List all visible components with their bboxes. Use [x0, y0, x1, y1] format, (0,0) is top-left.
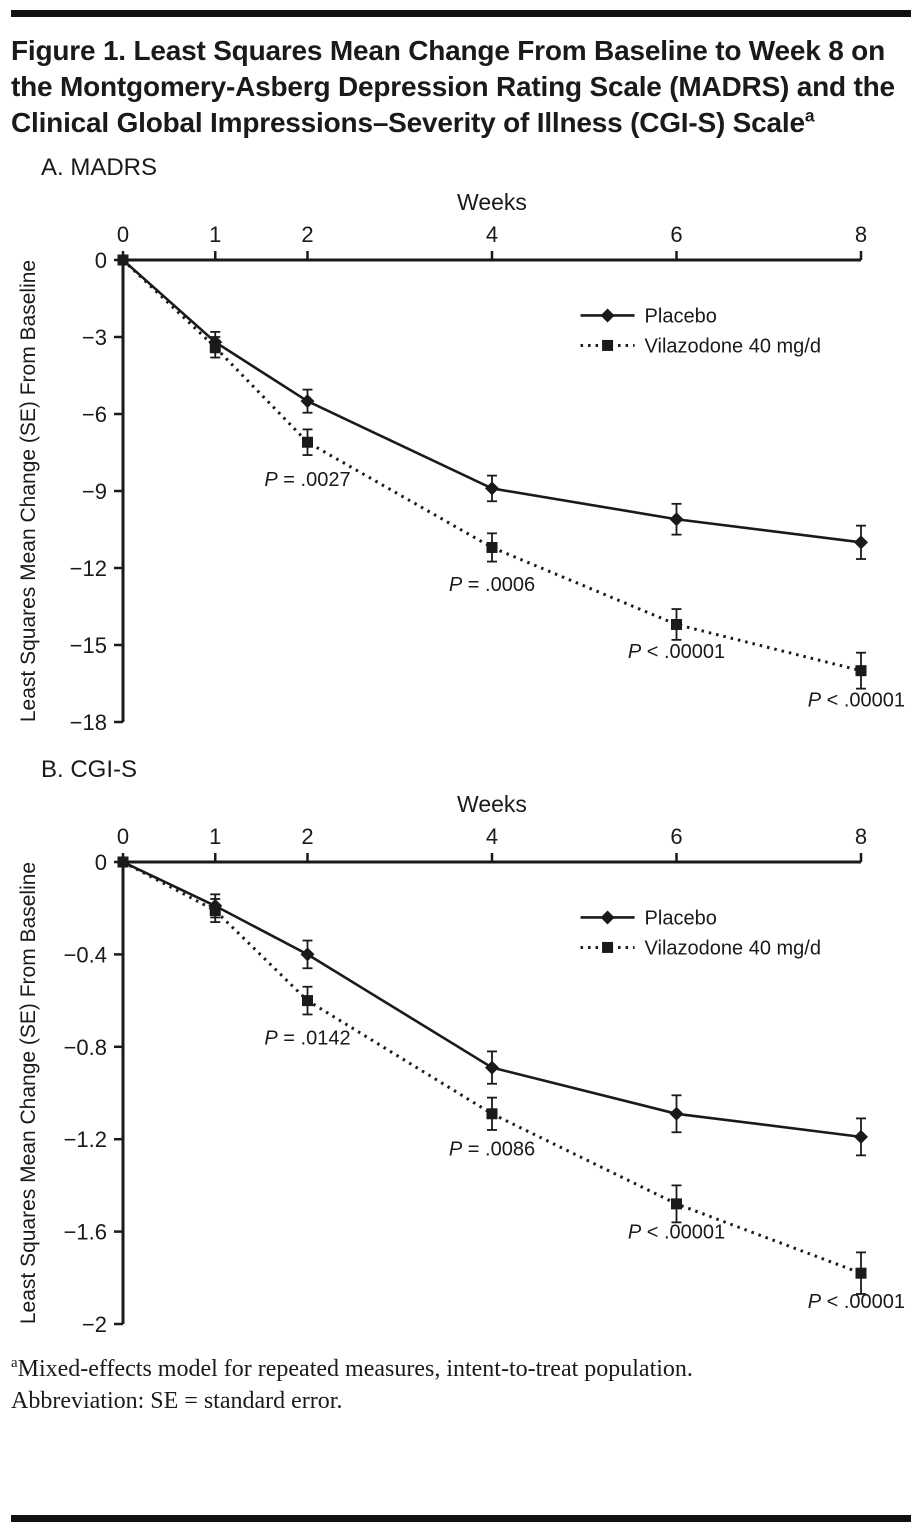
- bottom-border-rule: [11, 1515, 911, 1522]
- svg-text:6: 6: [670, 824, 682, 849]
- svg-text:P = .0142: P = .0142: [264, 1028, 350, 1050]
- svg-text:P < .00001: P < .00001: [808, 1291, 905, 1313]
- footnote-line-2: Abbreviation: SE = standard error.: [11, 1388, 343, 1415]
- svg-text:6: 6: [670, 222, 682, 247]
- figure-title: Figure 1. Least Squares Mean Change From…: [11, 33, 911, 140]
- svg-text:Vilazodone 40 mg/d: Vilazodone 40 mg/d: [645, 938, 821, 960]
- svg-text:2: 2: [301, 824, 313, 849]
- panel-b-label: B. CGI-S: [41, 756, 138, 784]
- svg-text:−6: −6: [82, 402, 107, 427]
- svg-text:8: 8: [855, 222, 867, 247]
- figure-footnote: aMixed-effects model for repeated measur…: [11, 1354, 911, 1417]
- panel-cgis: B. CGI-S 0 1 2 4 6 8 Weeks 0 −0.4 −0.8 −1.2 −1.6 −2 L…: [11, 756, 911, 1344]
- svg-text:Least Squares Mean Change (SE): Least Squares Mean Change (SE) From Base…: [17, 862, 40, 1324]
- svg-text:P < .00001: P < .00001: [808, 690, 905, 712]
- svg-text:Placebo: Placebo: [645, 306, 717, 328]
- svg-text:−1.2: −1.2: [64, 1128, 107, 1153]
- svg-text:P = .0006: P = .0006: [449, 575, 535, 597]
- svg-text:0: 0: [95, 248, 107, 273]
- svg-text:−3: −3: [82, 325, 107, 350]
- footnote-line-1: aMixed-effects model for repeated measur…: [11, 1354, 911, 1386]
- cgis-line-chart: 0 1 2 4 6 8 Weeks 0 −0.4 −0.8 −1.2 −1.6 −2 Least Squa…: [17, 791, 905, 1337]
- svg-text:−18: −18: [70, 710, 107, 735]
- svg-text:P < .00001: P < .00001: [628, 641, 725, 663]
- svg-text:P < .00001: P < .00001: [628, 1222, 725, 1244]
- svg-text:4: 4: [486, 824, 498, 849]
- panel-a-label: A. MADRS: [41, 154, 158, 182]
- svg-text:4: 4: [486, 222, 498, 247]
- footnote-superscript: a: [11, 1355, 18, 1372]
- svg-text:0: 0: [117, 824, 129, 849]
- svg-text:Vilazodone 40 mg/d: Vilazodone 40 mg/d: [645, 336, 821, 358]
- svg-text:−12: −12: [70, 556, 107, 581]
- svg-text:P = .0027: P = .0027: [264, 469, 350, 491]
- madrs-line-chart: 0 1 2 4 6 8 Weeks 0 −3 −6 −9 −12 −15 −18 Least Squares…: [17, 189, 905, 735]
- svg-text:8: 8: [855, 824, 867, 849]
- footnote-line-1-text: Mixed-effects model for repeated measure…: [17, 1356, 693, 1383]
- svg-text:Least Squares Mean Change (SE): Least Squares Mean Change (SE) From Base…: [17, 260, 40, 722]
- svg-text:−1.6: −1.6: [64, 1220, 107, 1245]
- svg-text:−15: −15: [70, 633, 107, 658]
- svg-text:−2: −2: [82, 1312, 107, 1337]
- top-border-rule: [11, 10, 911, 17]
- svg-text:Weeks: Weeks: [457, 791, 527, 817]
- panel-madrs: A. MADRS 0 1 2 4 6 8 Weeks 0 −3 −6 −9 −12 −15 −18 Leas…: [11, 154, 911, 742]
- svg-text:P = .0086: P = .0086: [449, 1139, 535, 1161]
- svg-text:0: 0: [117, 222, 129, 247]
- svg-text:1: 1: [209, 824, 221, 849]
- svg-text:Placebo: Placebo: [645, 908, 717, 930]
- figure-title-text: Figure 1. Least Squares Mean Change From…: [11, 35, 895, 138]
- svg-text:2: 2: [301, 222, 313, 247]
- svg-text:−0.4: −0.4: [64, 943, 107, 968]
- svg-text:1: 1: [209, 222, 221, 247]
- svg-text:Weeks: Weeks: [457, 189, 527, 215]
- svg-text:−0.8: −0.8: [64, 1035, 107, 1060]
- figure-title-superscript: a: [804, 105, 815, 126]
- svg-text:−9: −9: [82, 479, 107, 504]
- svg-text:0: 0: [95, 850, 107, 875]
